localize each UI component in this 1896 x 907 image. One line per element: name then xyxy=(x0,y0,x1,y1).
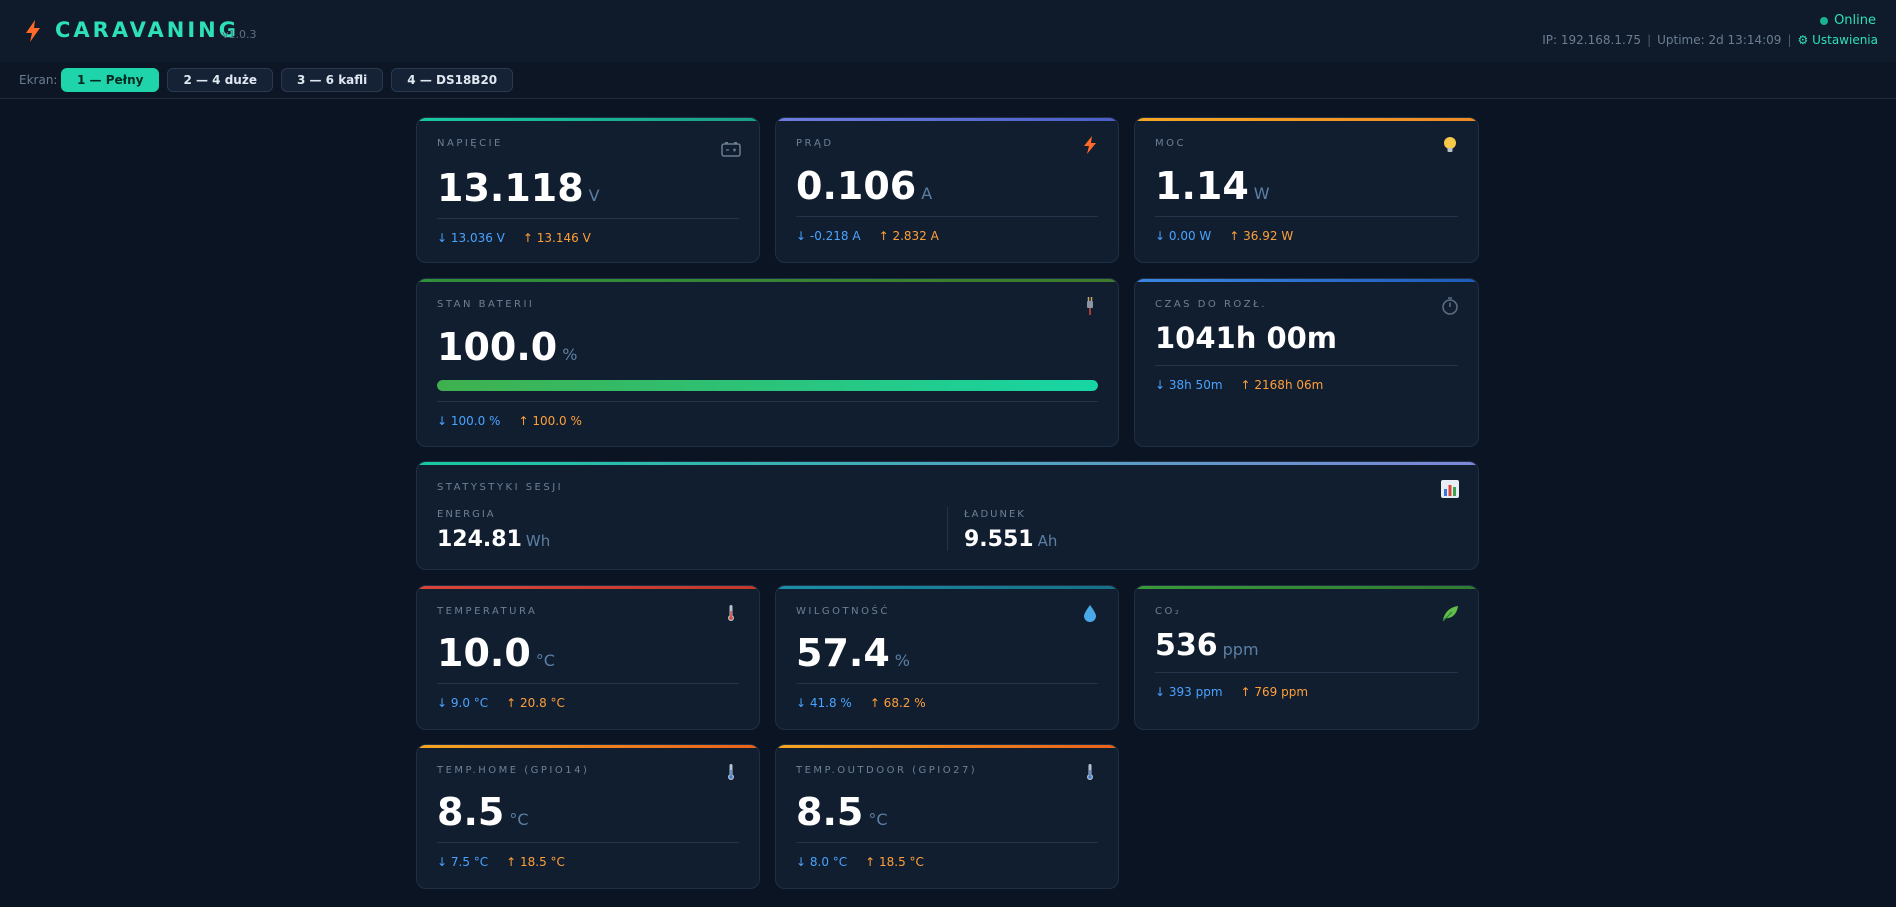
power-card: MOC 1.14 W ↓ 0.00 W ↑ 36.92 W xyxy=(1134,117,1479,263)
temp-outdoor-card: TEMP.OUTDOOR (GPIO27) 8.5 °C ↓ 8.0 °C ↑ 18… xyxy=(775,744,1119,889)
runtime-card: CZAS DO ROZŁ. 1041h 00m ↓ 38h 50m ↑ 2168h… xyxy=(1134,278,1479,447)
bar-chart-icon xyxy=(1441,480,1459,498)
max-value: ↑ 2168h 06m xyxy=(1240,378,1324,392)
screen-label: Ekran: xyxy=(19,73,58,87)
temp-outdoor-value: 8.5 °C xyxy=(796,790,888,834)
max-value: ↑ 13.146 V xyxy=(522,231,591,245)
energy-value: 124.81 Wh xyxy=(437,527,551,552)
battery-level-bar xyxy=(437,380,1098,391)
settings-link[interactable]: ⚙ Ustawienia xyxy=(1797,33,1879,47)
card-label: PRĄD xyxy=(796,138,834,149)
max-value: ↑ 769 ppm xyxy=(1240,685,1309,699)
charge-value: 9.551 Ah xyxy=(964,527,1058,552)
screen-toolbar: Ekran: 1 — Pełny 2 — 4 duże 3 — 6 kafli … xyxy=(0,62,1896,99)
max-value: ↑ 20.8 °C xyxy=(506,696,565,710)
temperature-value: 10.0 °C xyxy=(437,631,555,675)
min-value: ↓ -0.218 A xyxy=(796,229,861,243)
thermometer-icon xyxy=(728,605,734,621)
temp-home-value: 8.5 °C xyxy=(437,790,529,834)
min-value: ↓ 9.0 °C xyxy=(437,696,489,710)
min-value: ↓ 100.0 % xyxy=(437,414,501,428)
max-value: ↑ 100.0 % xyxy=(518,414,582,428)
app-header: CARAVANING v1.0.3 Online IP: 192.168.1.7… xyxy=(0,0,1896,63)
battery-icon xyxy=(721,142,741,157)
tab-ds18b20[interactable]: 4 — DS18B20 xyxy=(391,68,514,92)
brand-title: CARAVANING xyxy=(55,18,239,42)
voltage-card: NAPIĘCIE 13.118 V ↓ 13.036 V ↑ 13.146 V xyxy=(416,117,760,263)
temp-home-card: TEMP.HOME (GPIO14) 8.5 °C ↓ 7.5 °C ↑ 18.5 … xyxy=(416,744,760,889)
card-label: NAPIĘCIE xyxy=(437,138,503,149)
card-label: WILGOTNOŚĆ xyxy=(796,606,890,617)
leaf-icon xyxy=(1442,606,1458,622)
card-label: TEMP.HOME (GPIO14) xyxy=(437,765,590,776)
stopwatch-icon xyxy=(1442,297,1458,315)
bolt-logo-icon xyxy=(26,20,40,42)
connection-status: Online xyxy=(1820,13,1876,28)
min-value: ↓ 41.8 % xyxy=(796,696,852,710)
battery-card: STAN BATERII 100.0% ↓ 100.0 % ↑ 100.0 % xyxy=(416,278,1119,447)
energy-label: ENERGIA xyxy=(437,509,496,520)
tab-full[interactable]: 1 — Pełny xyxy=(61,68,160,92)
min-value: ↓ 0.00 W xyxy=(1155,229,1212,243)
status-dot-icon xyxy=(1820,16,1829,25)
humidity-card: WILGOTNOŚĆ 57.4% ↓ 41.8 % ↑ 68.2 % xyxy=(775,585,1119,730)
co2-value: 536 ppm xyxy=(1155,628,1259,663)
max-value: ↑ 68.2 % xyxy=(869,696,926,710)
battery-value: 100.0% xyxy=(437,325,578,369)
screen-tabs: 1 — Pełny 2 — 4 duże 3 — 6 kafli 4 — DS1… xyxy=(61,68,514,92)
power-value: 1.14 W xyxy=(1155,164,1270,208)
card-label: TEMP.OUTDOOR (GPIO27) xyxy=(796,765,978,776)
humidity-value: 57.4% xyxy=(796,631,910,675)
status-text: Online xyxy=(1834,13,1876,28)
min-value: ↓ 393 ppm xyxy=(1155,685,1223,699)
battery-level-fill xyxy=(437,380,1098,391)
tab-6-tiles[interactable]: 3 — 6 kafli xyxy=(280,68,384,92)
card-label: STAN BATERII xyxy=(437,299,535,310)
current-value: 0.106 A xyxy=(796,164,933,208)
voltage-value: 13.118 V xyxy=(437,166,600,210)
co2-card: CO₂ 536 ppm ↓ 393 ppm ↑ 769 ppm xyxy=(1134,585,1479,730)
card-label: CO₂ xyxy=(1155,606,1182,617)
tab-4-large[interactable]: 2 — 4 duże xyxy=(167,68,273,92)
plug-icon xyxy=(1087,297,1093,315)
min-value: ↓ 8.0 °C xyxy=(796,855,848,869)
uptime: Uptime: 2d 13:14:09 xyxy=(1657,33,1782,47)
min-value: ↓ 13.036 V xyxy=(437,231,505,245)
card-label: TEMPERATURA xyxy=(437,606,538,617)
thermometer-icon xyxy=(1087,764,1093,780)
min-value: ↓ 38h 50m xyxy=(1155,378,1223,392)
max-value: ↑ 36.92 W xyxy=(1229,229,1294,243)
card-label: MOC xyxy=(1155,138,1186,149)
card-label: STATYSTYKI SESJI xyxy=(437,482,564,493)
bulb-icon xyxy=(1444,137,1456,152)
max-value: ↑ 18.5 °C xyxy=(865,855,924,869)
min-value: ↓ 7.5 °C xyxy=(437,855,489,869)
bolt-icon xyxy=(1084,136,1096,154)
version-label: v1.0.3 xyxy=(222,28,257,41)
session-stats-card: STATYSTYKI SESJI ENERGIA 124.81 Wh ŁADUNE… xyxy=(416,461,1479,570)
runtime-value: 1041h 00m xyxy=(1155,321,1338,355)
max-value: ↑ 2.832 A xyxy=(878,229,939,243)
ip-address: IP: 192.168.1.75 xyxy=(1542,33,1642,47)
current-card: PRĄD 0.106 A ↓ -0.218 A ↑ 2.832 A xyxy=(775,117,1119,263)
card-label: CZAS DO ROZŁ. xyxy=(1155,299,1267,310)
droplet-icon xyxy=(1084,605,1096,622)
device-meta: IP: 192.168.1.75 | Uptime: 2d 13:14:09 | ⚙ U… xyxy=(1542,33,1878,47)
thermometer-icon xyxy=(728,764,734,780)
max-value: ↑ 18.5 °C xyxy=(506,855,565,869)
charge-label: ŁADUNEK xyxy=(964,509,1026,520)
temperature-card: TEMPERATURA 10.0 °C ↓ 9.0 °C ↑ 20.8 °C xyxy=(416,585,760,730)
